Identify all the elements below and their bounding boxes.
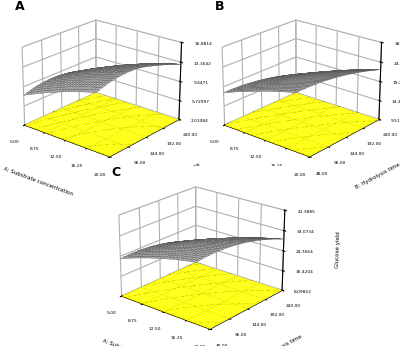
Text: C: C — [112, 166, 121, 179]
Text: A: A — [15, 0, 25, 13]
X-axis label: A: Substrate concentration: A: Substrate concentration — [203, 167, 274, 197]
Y-axis label: B: Hydrolysis time: B: Hydrolysis time — [354, 162, 400, 190]
Y-axis label: B: Hydrolysis time: B: Hydrolysis time — [154, 162, 201, 190]
X-axis label: A: Substrate concentration: A: Substrate concentration — [3, 167, 74, 197]
Text: B: B — [215, 0, 225, 13]
X-axis label: A: Substrate concentration: A: Substrate concentration — [102, 338, 172, 346]
Y-axis label: B: Hydrolysis time: B: Hydrolysis time — [256, 334, 302, 346]
